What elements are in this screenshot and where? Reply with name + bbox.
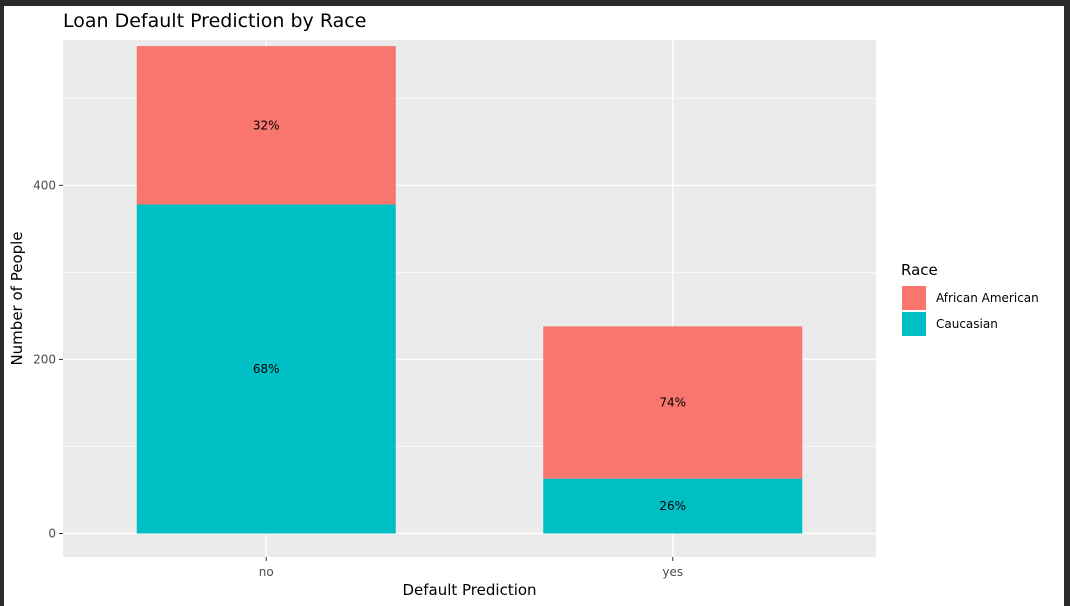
y-tick-label: 0 bbox=[48, 527, 56, 541]
bar-yes-african-american bbox=[543, 326, 803, 479]
bar-label: 32% bbox=[253, 118, 280, 132]
figure-frame: Loan Default Prediction by Race 68% 32% 26… bbox=[4, 6, 1064, 606]
x-axis-title: Default Prediction bbox=[402, 581, 536, 599]
y-axis: 0 200 400 bbox=[33, 178, 63, 541]
bar-labels: 68% 32% 26% 74% bbox=[253, 118, 686, 513]
legend-items: African American Caucasian bbox=[902, 286, 1039, 336]
bar-no-african-american bbox=[136, 46, 396, 205]
legend-title: Race bbox=[901, 261, 938, 279]
x-tick-label: yes bbox=[662, 565, 683, 579]
y-tick-label: 400 bbox=[33, 178, 56, 192]
bar-yes-caucasian bbox=[543, 478, 803, 534]
legend-label: African American bbox=[936, 291, 1039, 305]
y-axis-title: Number of People bbox=[8, 231, 26, 365]
legend-label: Caucasian bbox=[936, 317, 998, 331]
bar-no-caucasian bbox=[136, 204, 396, 534]
bars bbox=[136, 46, 803, 534]
x-axis: no yes bbox=[259, 557, 683, 579]
chart: Loan Default Prediction by Race 68% 32% 26… bbox=[8, 10, 1039, 599]
bar-label: 68% bbox=[253, 362, 280, 376]
bar-label: 26% bbox=[659, 499, 686, 513]
chart-title: Loan Default Prediction by Race bbox=[63, 10, 366, 32]
y-tick-label: 200 bbox=[33, 352, 56, 366]
bar-label: 74% bbox=[659, 396, 686, 410]
legend-key-caucasian bbox=[902, 312, 926, 336]
legend-key-african-american bbox=[902, 286, 926, 310]
legend: Race African American Caucasian bbox=[901, 261, 1039, 336]
x-tick-label: no bbox=[259, 565, 274, 579]
